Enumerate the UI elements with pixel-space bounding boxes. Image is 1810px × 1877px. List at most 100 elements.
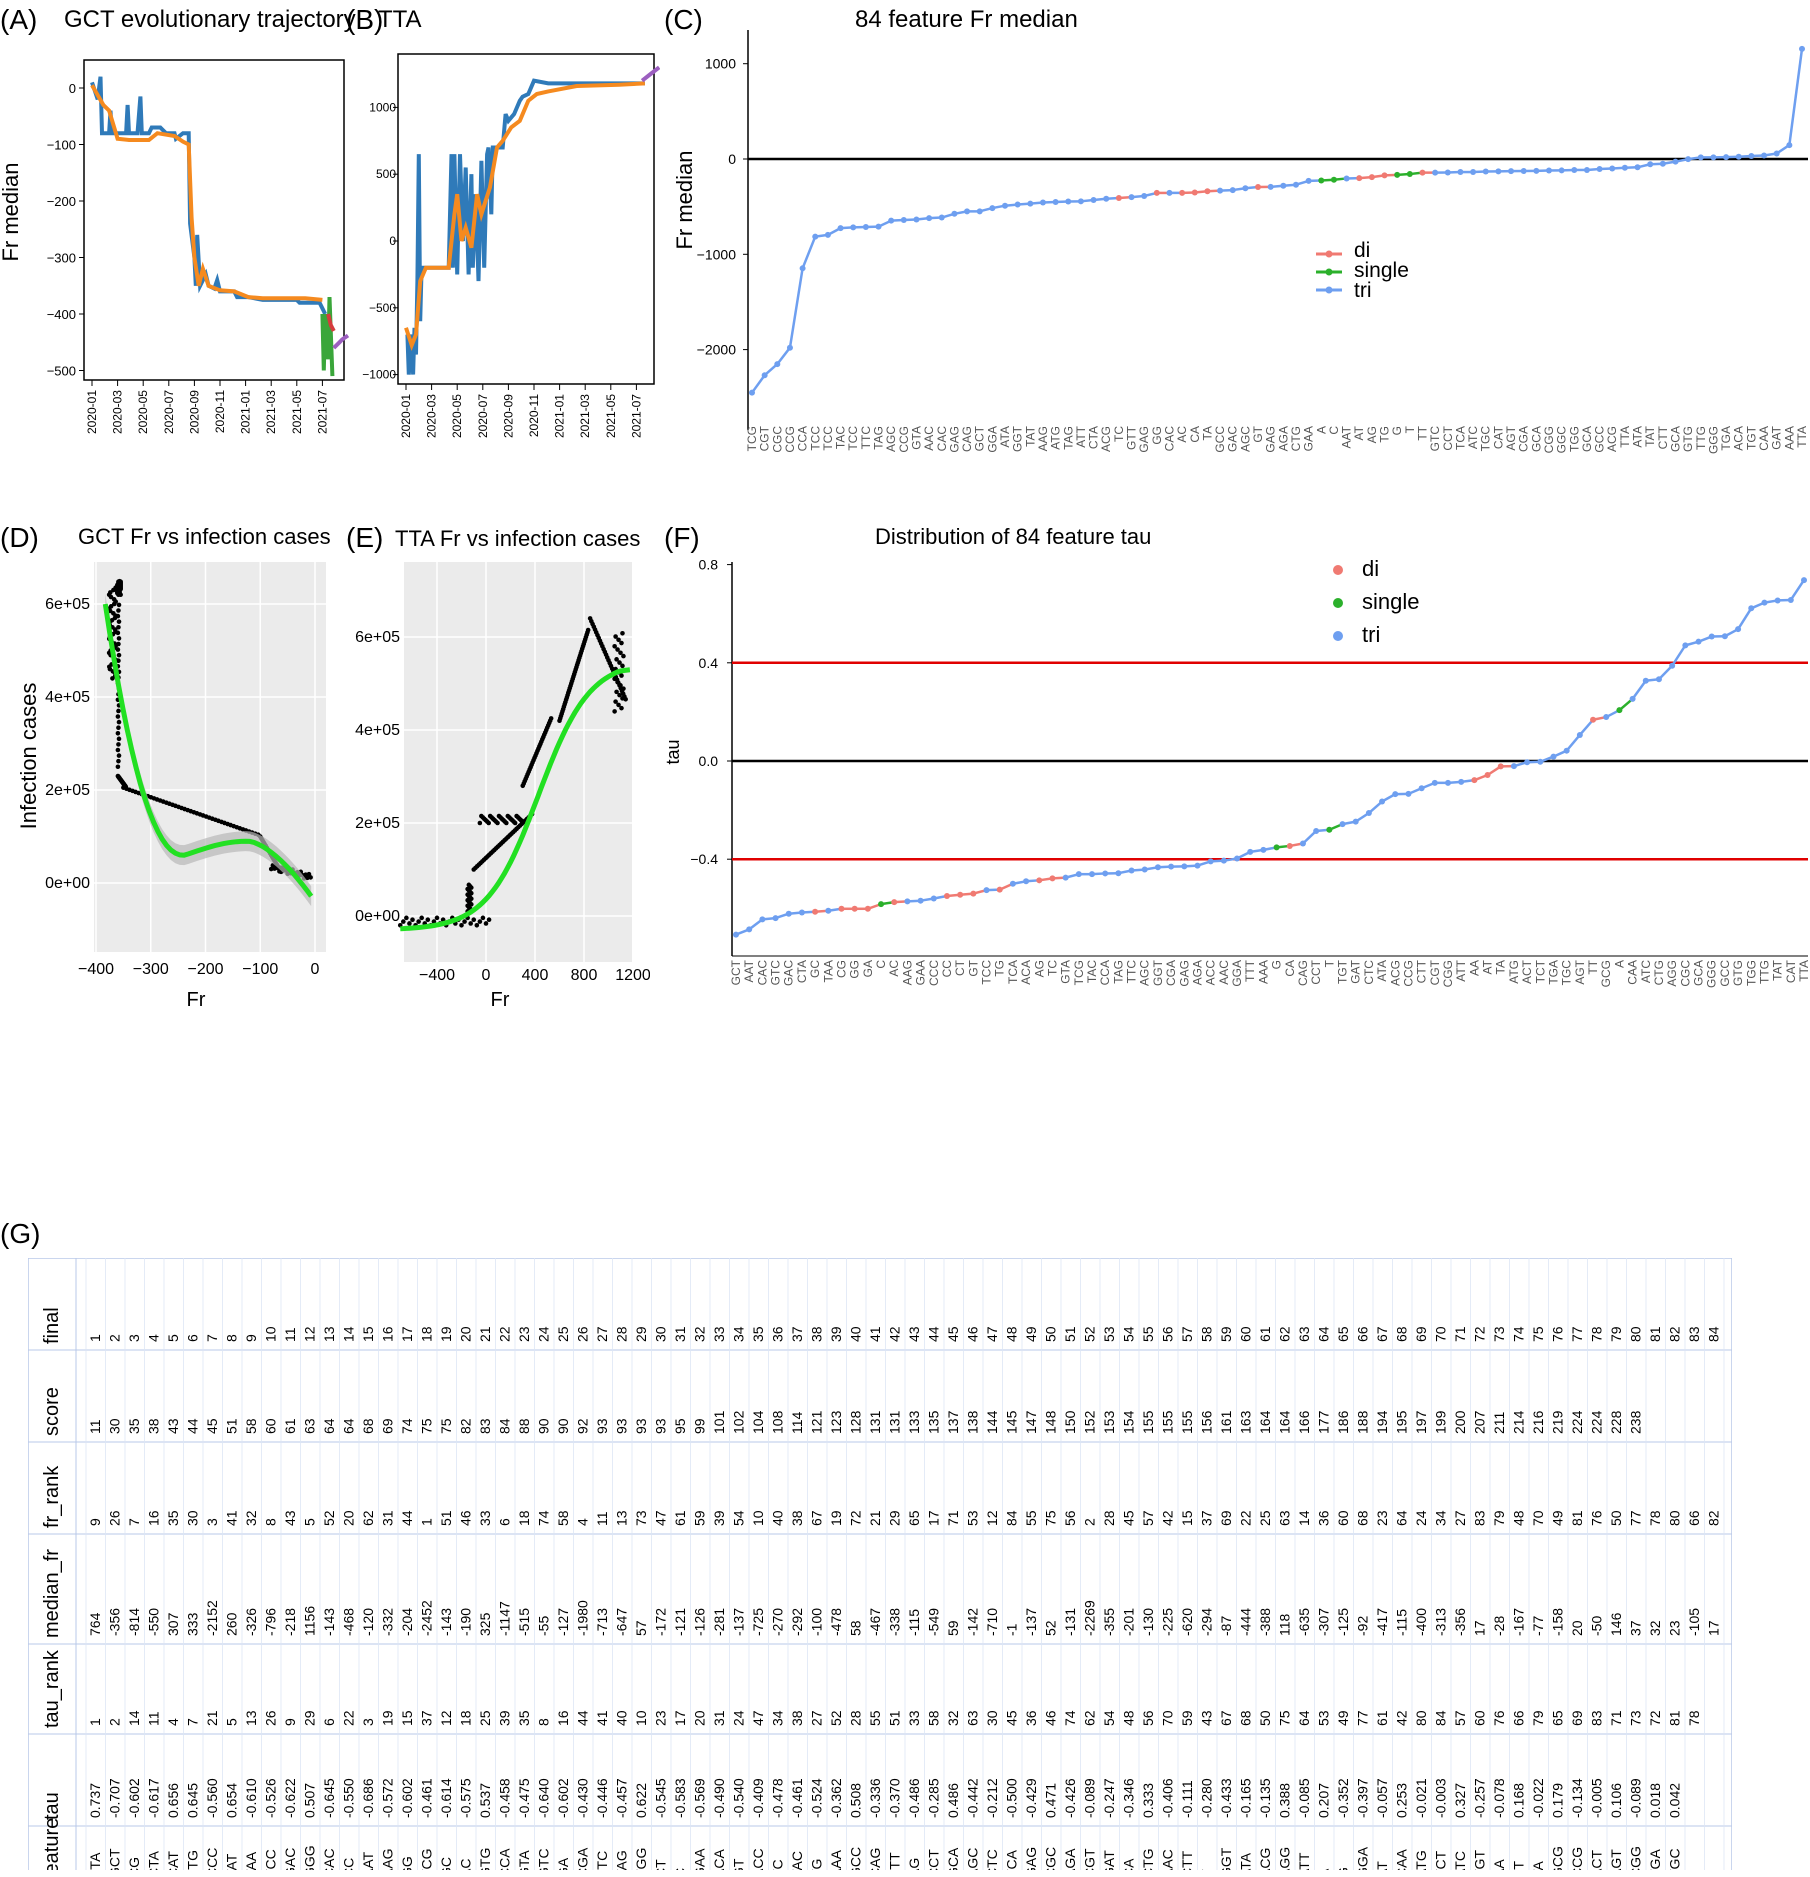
c-point — [1634, 164, 1641, 171]
f-point — [759, 916, 766, 923]
c-point — [1305, 177, 1312, 184]
g-cell-score: 216 — [1530, 1410, 1546, 1434]
g-cell-fr_rank: 16 — [145, 1510, 161, 1526]
g-cell-tau_rank: 22 — [340, 1710, 356, 1726]
e-point — [548, 716, 554, 721]
g-cell-median_fr: -326 — [243, 1608, 259, 1636]
g-cell-tau_rank: 30 — [984, 1710, 1000, 1726]
g-cell-tau: -0.165 — [1237, 1778, 1253, 1818]
g-cell-feature: AAC — [1159, 1849, 1175, 1870]
g-cell-feature: CCC — [204, 1848, 220, 1870]
g-cell-feature: CAC — [321, 1848, 337, 1870]
c-point — [1659, 160, 1666, 167]
f-xtick-label: CTA — [795, 960, 809, 983]
g-cell-tau_rank: 73 — [1627, 1710, 1643, 1726]
g-cell-final: 64 — [1315, 1326, 1331, 1342]
g-cell-tau: -0.614 — [438, 1778, 454, 1818]
panel-c-ylabel: Fr median — [672, 150, 697, 249]
g-cell-score: 60 — [262, 1418, 278, 1434]
g-cell-tau_rank: 41 — [594, 1710, 610, 1726]
d-point — [116, 736, 122, 742]
g-cell-fr_rank: 10 — [750, 1510, 766, 1526]
c-point — [1495, 168, 1502, 175]
f-xtick-label: CGT — [1428, 959, 1442, 985]
g-cell-tau_rank: 21 — [204, 1710, 220, 1726]
c-xtick-label: AAT — [1340, 425, 1354, 448]
g-cell-final: 67 — [1374, 1326, 1390, 1342]
g-cell-feature: AC — [457, 1859, 473, 1870]
e-point — [434, 915, 440, 921]
c-point — [888, 217, 895, 224]
g-cell-fr_rank: 23 — [1374, 1510, 1390, 1526]
c-point — [1153, 189, 1160, 196]
f-point — [1339, 821, 1346, 828]
f-xtick-label: TGA — [1546, 960, 1560, 985]
g-cell-feature: CGA — [574, 1847, 590, 1870]
g-cell-tau_rank: 19 — [379, 1710, 395, 1726]
c-xtick-label: TTC — [859, 426, 873, 450]
f-point — [812, 908, 819, 915]
d-point — [108, 604, 114, 609]
g-cell-feature: AA — [1491, 1859, 1507, 1870]
f-xtick-label: CAG — [1296, 960, 1310, 986]
g-cell-tau: -0.458 — [496, 1778, 512, 1818]
c-point — [1748, 152, 1755, 159]
g-cell-fr_rank: 40 — [769, 1510, 785, 1526]
g-cell-fr_rank: 82 — [1705, 1510, 1721, 1526]
g-cell-tau_rank: 62 — [1081, 1710, 1097, 1726]
f-point — [772, 915, 779, 922]
g-cell-feature: CG — [126, 1857, 142, 1870]
panel-a-smooth-line — [90, 84, 323, 302]
g-cell-feature: TTG — [184, 1850, 200, 1870]
g-cell-median_fr: -137 — [1023, 1608, 1039, 1636]
f-xtick-label: AAA — [1256, 960, 1270, 984]
g-cell-fr_rank: 21 — [867, 1510, 883, 1526]
g-cell-median_fr: -515 — [516, 1608, 532, 1636]
f-xtick-label: TGT — [1336, 959, 1350, 984]
g-cell-tau_rank: 27 — [808, 1710, 824, 1726]
g-cell-final: 62 — [1276, 1326, 1292, 1342]
e-ytick-label: 0e+00 — [355, 908, 400, 925]
e-point — [486, 820, 491, 826]
e-point — [477, 820, 483, 826]
g-cell-score: 150 — [1062, 1410, 1078, 1434]
a-xtick-label: 2021-05 — [290, 390, 304, 434]
c-xtick-label: CGC — [770, 426, 784, 453]
g-cell-tau: -0.478 — [769, 1778, 785, 1818]
g-cell-score: 93 — [594, 1418, 610, 1434]
g-cell-final: 55 — [1140, 1326, 1156, 1342]
g-cell-tau: 0.327 — [1452, 1783, 1468, 1818]
g-cell-feature: CTC — [984, 1849, 1000, 1870]
c-xtick-label: AAC — [922, 426, 936, 451]
g-cell-median_fr: -143 — [438, 1608, 454, 1636]
g-cell-tau_rank: 66 — [1510, 1710, 1526, 1726]
c-xtick-label: GTG — [1681, 426, 1695, 452]
c-point — [1191, 189, 1198, 196]
g-cell-feature: TTA — [87, 1852, 103, 1870]
f-xtick-label: CCC — [927, 960, 941, 986]
f-point — [1629, 695, 1636, 702]
g-cell-final: 12 — [301, 1326, 317, 1342]
g-cell-final: 47 — [984, 1326, 1000, 1342]
f-xtick-label: CT — [953, 959, 967, 976]
g-cell-median_fr: -710 — [984, 1608, 1000, 1636]
e-point — [520, 819, 525, 824]
g-cell-tau_rank: 34 — [769, 1710, 785, 1726]
g-cell-score: 108 — [769, 1410, 785, 1434]
g-cell-fr_rank: 48 — [1510, 1510, 1526, 1526]
g-cell-median_fr: 325 — [477, 1612, 493, 1636]
c-xtick-label: ACG — [1605, 426, 1619, 452]
c-xtick-label: GT — [1251, 425, 1265, 442]
g-cell-tau: 0.471 — [1042, 1783, 1058, 1818]
g-cell-final: 35 — [750, 1326, 766, 1342]
g-cell-median_fr: -100 — [808, 1608, 824, 1636]
panel-c-legend: di single tri — [1316, 239, 1409, 302]
g-cell-final: 68 — [1393, 1326, 1409, 1342]
g-cell-score: 44 — [184, 1418, 200, 1434]
g-cell-tau_rank: 61 — [1374, 1710, 1390, 1726]
c-point — [989, 205, 996, 212]
f-point — [1642, 677, 1649, 684]
f-xtick-label: CC — [940, 960, 954, 978]
f-point — [1787, 596, 1794, 603]
panel-g-label: (G) — [0, 1218, 41, 1249]
